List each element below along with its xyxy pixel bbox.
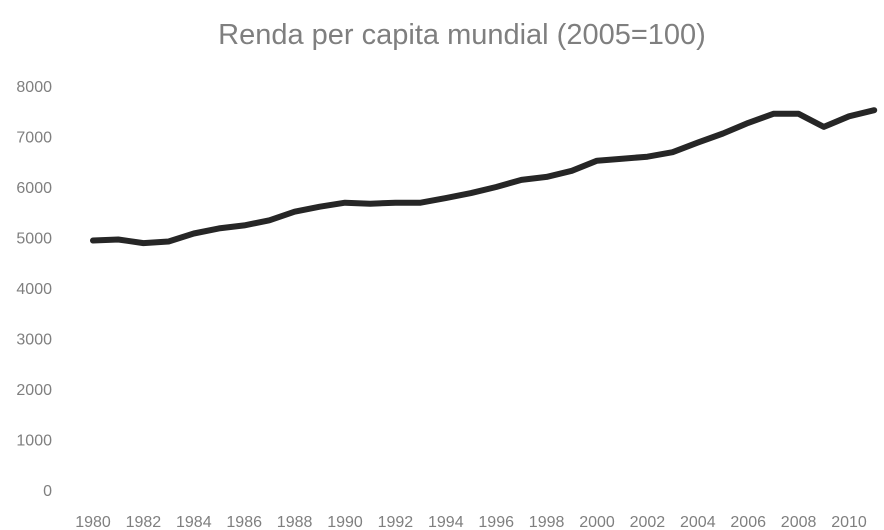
x-axis-tick-labels: 1980 1982 1984 1986 1988 1990 1992 1994 1996 1998… bbox=[75, 514, 867, 530]
data-point bbox=[318, 205, 322, 209]
y-tick-label: 4000 bbox=[16, 281, 52, 298]
series-line bbox=[90, 107, 878, 247]
x-tick-label: 1982 bbox=[126, 514, 162, 530]
data-point bbox=[746, 121, 750, 125]
data-point bbox=[696, 141, 700, 145]
data-point bbox=[797, 112, 801, 116]
data-point bbox=[217, 226, 221, 230]
data-point bbox=[167, 240, 171, 244]
y-tick-label: 6000 bbox=[16, 180, 52, 197]
data-point bbox=[595, 159, 599, 163]
data-point bbox=[368, 202, 372, 206]
x-tick-label: 1994 bbox=[428, 514, 464, 530]
x-tick-label: 2002 bbox=[630, 514, 666, 530]
data-point bbox=[192, 232, 196, 236]
x-tick-label: 2006 bbox=[730, 514, 766, 530]
data-point bbox=[872, 108, 876, 112]
data-point bbox=[444, 196, 448, 200]
data-point bbox=[620, 157, 624, 161]
data-point bbox=[570, 169, 574, 173]
x-tick-label: 1988 bbox=[277, 514, 313, 530]
x-tick-label: 1980 bbox=[75, 514, 111, 530]
x-tick-label: 2010 bbox=[831, 514, 867, 530]
data-point bbox=[419, 201, 423, 205]
x-tick-label: 1990 bbox=[327, 514, 363, 530]
data-point bbox=[671, 150, 675, 154]
series-group bbox=[90, 107, 878, 247]
data-point bbox=[645, 155, 649, 159]
x-tick-label: 2008 bbox=[781, 514, 817, 530]
data-point bbox=[545, 175, 549, 179]
x-tick-label: 1984 bbox=[176, 514, 212, 530]
data-point bbox=[116, 238, 120, 242]
x-tick-label: 2004 bbox=[680, 514, 716, 530]
data-point bbox=[822, 125, 826, 129]
data-point bbox=[847, 114, 851, 118]
data-point bbox=[469, 191, 473, 195]
data-point bbox=[293, 210, 297, 214]
y-tick-label: 5000 bbox=[16, 231, 52, 248]
y-tick-label: 7000 bbox=[16, 130, 52, 147]
data-point bbox=[721, 132, 725, 136]
y-tick-label: 8000 bbox=[16, 79, 52, 96]
data-point bbox=[771, 112, 775, 116]
x-tick-label: 1998 bbox=[529, 514, 565, 530]
data-point bbox=[91, 239, 95, 243]
y-tick-label: 0 bbox=[43, 483, 52, 500]
y-tick-label: 2000 bbox=[16, 382, 52, 399]
x-tick-label: 1996 bbox=[478, 514, 514, 530]
x-tick-label: 1992 bbox=[378, 514, 414, 530]
x-tick-label: 2000 bbox=[579, 514, 615, 530]
data-point bbox=[519, 178, 523, 182]
data-point bbox=[393, 201, 397, 205]
data-point bbox=[267, 218, 271, 222]
y-tick-label: 1000 bbox=[16, 433, 52, 450]
data-point bbox=[343, 201, 347, 205]
data-point bbox=[242, 223, 246, 227]
data-point bbox=[141, 241, 145, 245]
x-tick-label: 1986 bbox=[226, 514, 262, 530]
y-axis-tick-labels: 0 1000 2000 3000 4000 5000 6000 7000 8000 bbox=[16, 79, 52, 500]
y-tick-label: 3000 bbox=[16, 332, 52, 349]
chart-title: Renda per capita mundial (2005=100) bbox=[218, 19, 706, 51]
data-point bbox=[494, 185, 498, 189]
